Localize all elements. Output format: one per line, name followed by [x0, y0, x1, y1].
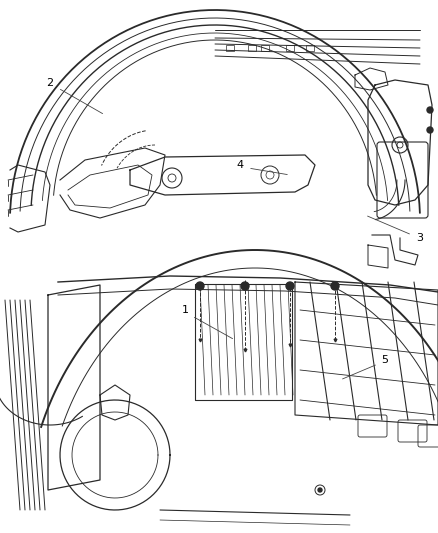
Circle shape	[196, 282, 204, 290]
Text: 3: 3	[417, 233, 424, 243]
Circle shape	[427, 127, 433, 133]
Circle shape	[286, 282, 294, 290]
Bar	[306, 45, 314, 51]
Bar	[248, 45, 256, 51]
Bar	[261, 45, 269, 51]
Text: 2: 2	[46, 78, 53, 88]
Circle shape	[427, 107, 433, 113]
Text: 5: 5	[381, 355, 389, 365]
Bar	[286, 45, 294, 51]
Circle shape	[241, 282, 249, 290]
Circle shape	[331, 282, 339, 290]
Circle shape	[318, 488, 322, 492]
Text: 4: 4	[237, 160, 244, 170]
Bar	[226, 45, 234, 51]
Text: 1: 1	[181, 305, 188, 315]
